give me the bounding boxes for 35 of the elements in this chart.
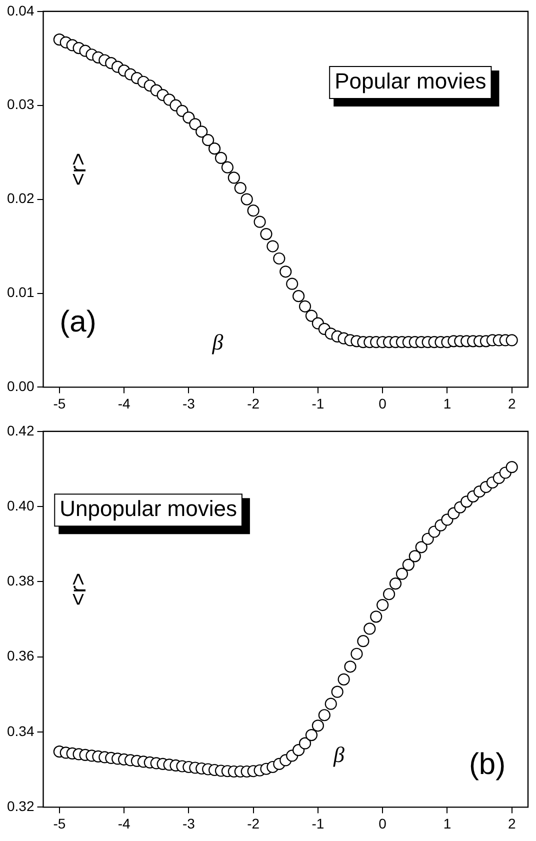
y-axis-title: <r>	[65, 572, 90, 606]
y-tick-label: 0.32	[7, 798, 34, 814]
x-tick-label: -4	[118, 815, 130, 832]
x-tick-label: -3	[182, 395, 196, 412]
y-tick-label: 0.40	[7, 497, 34, 514]
x-tick-label: 0	[378, 815, 387, 832]
x-tick-label: -2	[247, 395, 260, 412]
x-tick-label: 1	[443, 395, 452, 412]
x-tick-label: -5	[53, 395, 66, 412]
y-axis-title: <r>	[65, 152, 90, 186]
x-tick-label: -1	[312, 815, 324, 832]
x-tick-label: -5	[53, 815, 66, 832]
y-tick-label: 0.00	[7, 378, 34, 394]
x-tick-label: -4	[118, 395, 130, 412]
annotation: Unpopular movies	[60, 496, 237, 522]
x-axis-title: β	[211, 330, 224, 355]
y-tick-label: 0.03	[7, 96, 34, 112]
x-tick-label: -1	[312, 395, 324, 412]
y-tick-label: 0.04	[7, 2, 34, 18]
x-tick-label: 2	[508, 395, 516, 412]
x-tick-label: 1	[443, 815, 452, 832]
y-tick-label: 0.34	[7, 722, 34, 739]
y-tick-label: 0.02	[7, 190, 34, 206]
y-tick-label: 0.36	[7, 648, 34, 664]
annotation: Popular movies	[334, 68, 486, 94]
x-tick-label: 0	[378, 395, 387, 412]
x-tick-label: -2	[247, 815, 260, 832]
x-tick-label: 2	[508, 815, 516, 832]
y-tick-label: 0.01	[7, 284, 34, 300]
y-tick-label: 0.38	[7, 572, 34, 589]
x-tick-label: -3	[182, 815, 196, 832]
annotation: (b)	[468, 748, 506, 781]
y-tick-label: 0.42	[7, 422, 34, 438]
x-axis-title: β	[332, 742, 344, 768]
annotation: (a)	[60, 305, 96, 338]
